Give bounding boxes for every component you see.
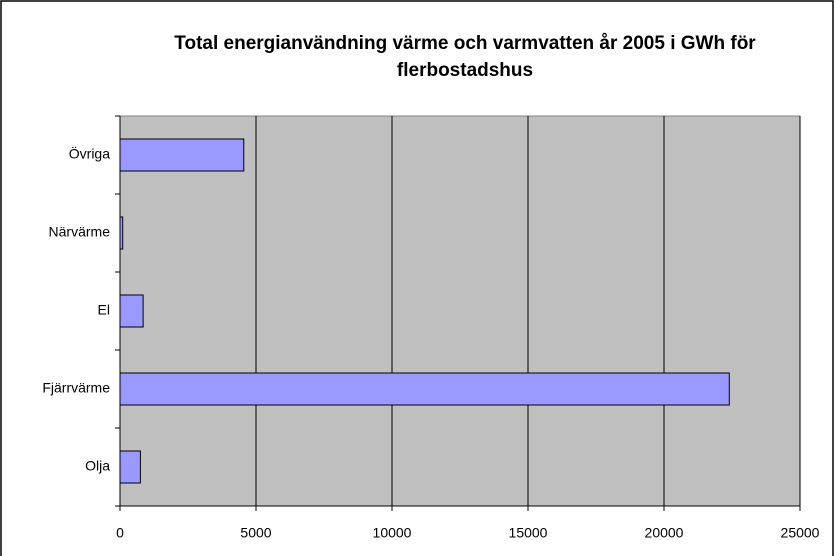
x-tick-label: 20000 [645, 525, 684, 541]
chart-title: Total energianvändning värme och varmvat… [174, 33, 756, 81]
y-tick-label: El [98, 302, 110, 318]
y-tick-label: Olja [85, 458, 110, 474]
bar [119, 450, 141, 484]
y-tick-label: Övriga [69, 145, 110, 162]
x-tick-label: 0 [116, 525, 124, 541]
bar [119, 216, 124, 250]
x-tick-label: 10000 [373, 525, 412, 541]
plot-area [119, 115, 801, 507]
x-tick-label: 15000 [509, 525, 548, 541]
bar [119, 294, 144, 328]
x-tick-label: 25000 [781, 525, 820, 541]
y-tick-label: Fjärrvärme [42, 380, 110, 396]
x-tick-label: 5000 [240, 525, 271, 541]
bar [119, 138, 245, 172]
bar [119, 372, 730, 406]
y-tick-label: Närvärme [49, 224, 111, 240]
